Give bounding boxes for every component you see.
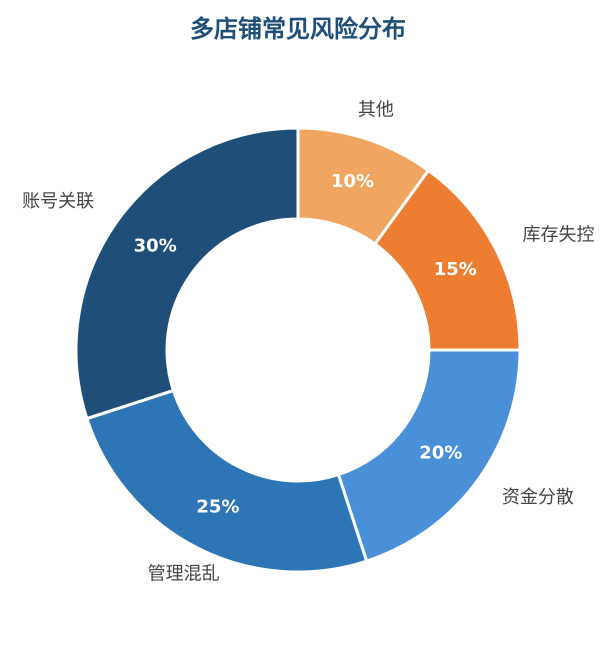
chart-title: 多店铺常见风险分布 (190, 15, 406, 43)
category-label: 账号关联 (22, 191, 94, 212)
value-label: 15% (434, 259, 477, 280)
category-label: 管理混乱 (148, 564, 220, 585)
value-label: 30% (134, 235, 177, 256)
donut-slice (336, 348, 522, 564)
value-label: 25% (196, 496, 239, 517)
value-label: 10% (331, 171, 374, 192)
category-label: 资金分散 (502, 487, 574, 508)
value-label: 20% (419, 443, 462, 464)
category-label: 库存失控 (523, 225, 595, 246)
donut-slice (84, 388, 369, 574)
donut-slice (74, 126, 300, 421)
category-label: 其他 (358, 99, 394, 120)
